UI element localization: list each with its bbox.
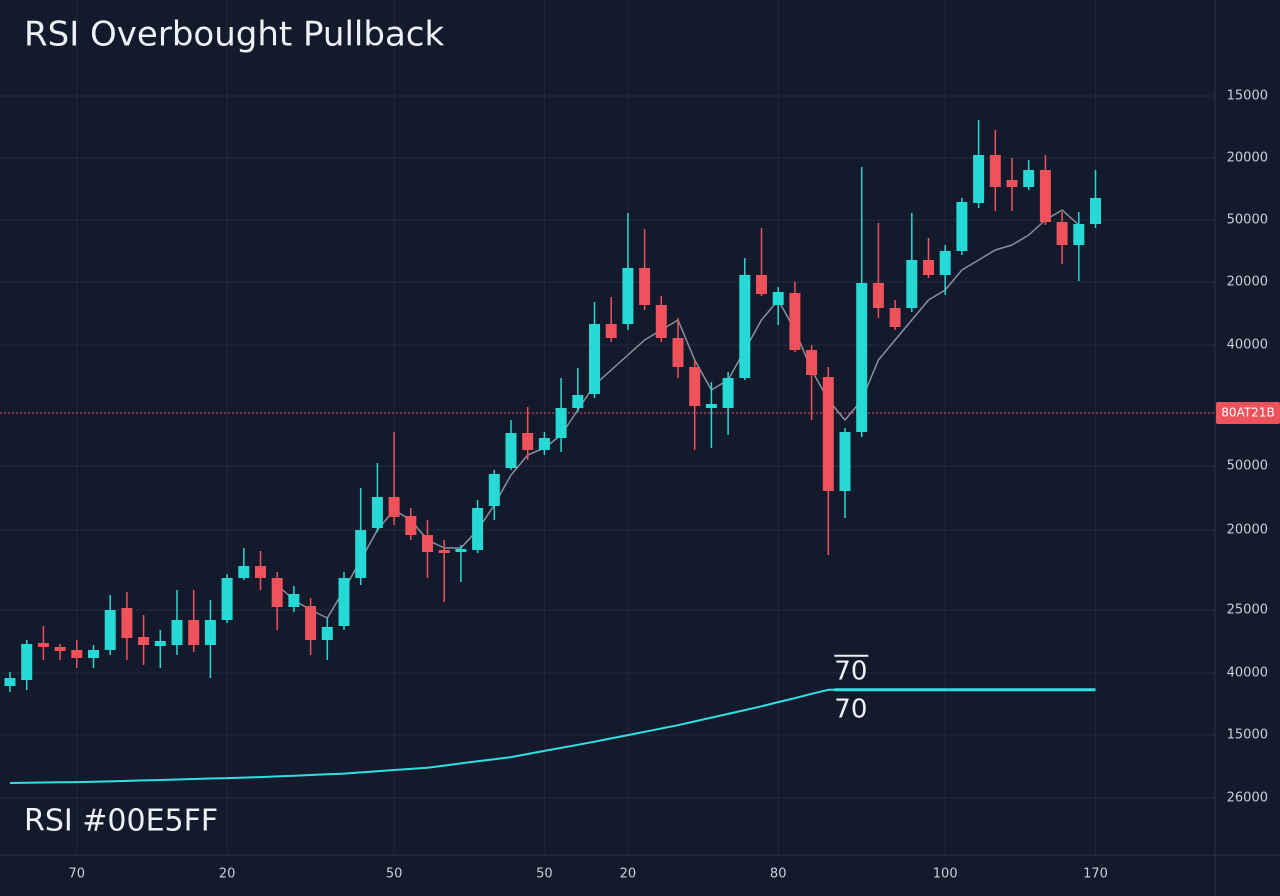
candle-body bbox=[806, 350, 818, 375]
x-tick-label: 20 bbox=[219, 867, 236, 882]
price-tag bbox=[1216, 402, 1280, 424]
candle-body bbox=[355, 530, 367, 578]
price-tag-label: 80AT21B bbox=[1221, 406, 1274, 420]
candle-body bbox=[956, 202, 968, 251]
candle-body bbox=[756, 275, 767, 294]
candle-body bbox=[104, 610, 116, 650]
candle-body bbox=[572, 395, 584, 408]
candle-body bbox=[88, 650, 99, 658]
candle-body bbox=[321, 627, 333, 640]
candle-body bbox=[705, 404, 717, 408]
candle-body bbox=[639, 268, 651, 305]
candle-body bbox=[154, 641, 166, 646]
x-tick-label: 50 bbox=[536, 867, 553, 882]
y-tick-label: 20000 bbox=[1227, 151, 1268, 166]
candle-body bbox=[1023, 170, 1035, 187]
y-tick-label: 40000 bbox=[1227, 666, 1268, 681]
candle-body bbox=[21, 644, 33, 680]
candle-body bbox=[856, 283, 868, 432]
candle-body bbox=[188, 620, 200, 645]
candle-body bbox=[589, 324, 600, 394]
candle-body bbox=[221, 578, 233, 620]
candle-body bbox=[138, 637, 150, 645]
candle-body bbox=[472, 508, 484, 550]
x-tick-label: 100 bbox=[933, 867, 958, 882]
candle-body bbox=[1073, 224, 1085, 245]
candle-body bbox=[889, 308, 901, 327]
candle-body bbox=[772, 292, 784, 305]
candle-body bbox=[54, 647, 66, 651]
x-tick-label: 80 bbox=[770, 867, 787, 882]
candle-body bbox=[906, 260, 918, 308]
labels: 15000 20000 50000 20000 40000 50000 20000 25000… bbox=[69, 89, 1280, 882]
candle-body bbox=[1039, 170, 1051, 222]
candle-body bbox=[4, 678, 16, 686]
y-tick-label: 40000 bbox=[1227, 338, 1268, 353]
candle-body bbox=[839, 432, 851, 491]
candle-body bbox=[1056, 222, 1068, 245]
candle-body bbox=[689, 367, 701, 406]
candle-body bbox=[939, 251, 951, 275]
candle-body bbox=[1090, 198, 1101, 224]
candle-body bbox=[288, 594, 300, 607]
candle-body bbox=[438, 550, 450, 553]
candle-body bbox=[255, 566, 266, 578]
candle-body bbox=[522, 433, 534, 450]
y-tick-label: 50000 bbox=[1227, 459, 1268, 474]
rsi-label: RSI #00E5FF bbox=[24, 804, 218, 839]
y-tick-label: 50000 bbox=[1227, 213, 1268, 228]
y-tick-label: 15000 bbox=[1227, 728, 1268, 743]
y-tick-label: 26000 bbox=[1227, 791, 1268, 806]
candle-body bbox=[488, 474, 500, 506]
candle-body bbox=[622, 268, 634, 324]
y-tick-label: 15000 bbox=[1227, 89, 1268, 104]
candle-body bbox=[555, 408, 567, 438]
candle-body bbox=[739, 275, 751, 378]
candle-body bbox=[822, 377, 834, 491]
candle-body bbox=[789, 293, 801, 350]
candle-body bbox=[371, 497, 383, 528]
candle-body bbox=[923, 260, 934, 275]
y-tick-label: 20000 bbox=[1227, 275, 1268, 290]
candle-body bbox=[672, 338, 684, 367]
y-tick-label: 25000 bbox=[1227, 603, 1268, 618]
candle-body bbox=[455, 549, 467, 552]
x-tick-label: 50 bbox=[386, 867, 403, 882]
candle-body bbox=[989, 155, 1001, 187]
candle-body bbox=[338, 578, 350, 626]
candle-body bbox=[422, 535, 433, 552]
x-tick-label: 20 bbox=[620, 867, 637, 882]
candle-body bbox=[605, 324, 617, 338]
candle-body bbox=[505, 433, 517, 468]
grid bbox=[0, 0, 1215, 855]
candle-body bbox=[305, 606, 317, 640]
candle-body bbox=[171, 620, 183, 645]
candle-body bbox=[71, 650, 83, 658]
candle-body bbox=[1006, 180, 1018, 187]
candle-body bbox=[973, 155, 985, 203]
y-tick-label: 20000 bbox=[1227, 523, 1268, 538]
candle-body bbox=[722, 378, 734, 408]
candle-body bbox=[121, 608, 133, 638]
chart-title: RSI Overbought Pullback bbox=[24, 15, 444, 55]
candle-body bbox=[655, 305, 667, 338]
candle-body bbox=[271, 578, 283, 607]
rsi-level-label: 70 bbox=[834, 656, 867, 686]
x-tick-label: 70 bbox=[69, 867, 86, 882]
candle-body bbox=[405, 516, 417, 535]
candle-body bbox=[538, 438, 550, 450]
candle-body bbox=[388, 497, 400, 517]
x-tick-label: 170 bbox=[1083, 867, 1108, 882]
candle-body bbox=[238, 566, 250, 578]
rsi-level-label: 70 bbox=[834, 694, 867, 724]
candle-body bbox=[37, 643, 49, 647]
candle-body bbox=[872, 283, 884, 308]
plot bbox=[0, 120, 1215, 784]
candle-body bbox=[204, 620, 216, 645]
